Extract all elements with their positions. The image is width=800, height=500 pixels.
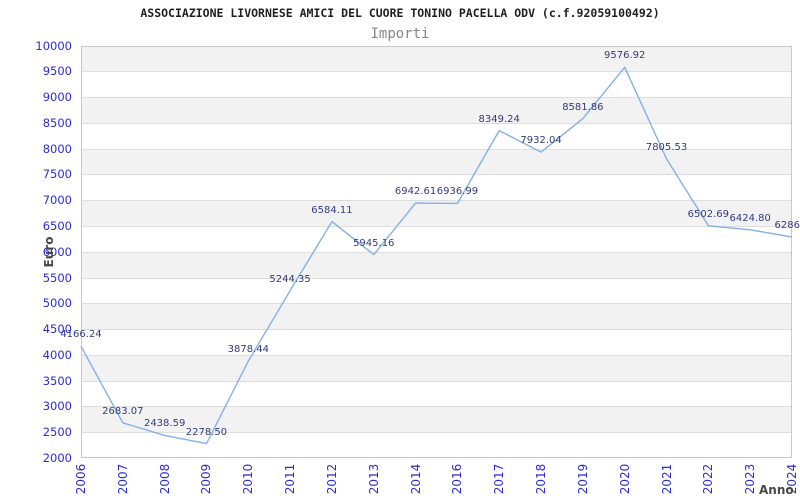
x-tick-label: 2021	[659, 463, 674, 495]
y-tick-label: 5000	[42, 296, 72, 311]
gridline	[81, 225, 792, 227]
gridline	[81, 122, 792, 124]
plot-background-band	[81, 277, 792, 304]
point-value-label: 8349.24	[478, 113, 520, 125]
plot-background-band	[81, 174, 792, 201]
point-value-label: 7932.04	[520, 135, 562, 147]
x-tick-label: 2017	[492, 463, 507, 495]
plot-background-band	[81, 225, 792, 252]
gridline	[81, 406, 792, 408]
y-tick-label: 3000	[42, 399, 72, 414]
y-tick-label: 9500	[42, 64, 72, 79]
point-value-label: 5945.16	[353, 237, 395, 249]
y-tick-label: 4500	[42, 322, 72, 337]
gridline	[81, 200, 792, 202]
point-value-label: 6936.99	[436, 186, 479, 198]
gridline	[81, 97, 792, 99]
x-tick-label: 2009	[199, 463, 214, 495]
x-tick-label: 2019	[575, 463, 590, 495]
point-value-label: 3878.44	[227, 344, 269, 356]
point-value-label: 6286.2	[774, 219, 800, 231]
y-tick-label: 3500	[42, 373, 72, 388]
point-value-label: 2683.07	[102, 405, 144, 417]
x-tick-label: 2022	[701, 463, 716, 495]
series-line	[80, 66, 793, 445]
point-value-label: 6424.80	[729, 212, 771, 224]
gridline	[81, 354, 792, 356]
point-value-label: 8581.86	[562, 101, 604, 113]
y-tick-label: 10000	[35, 38, 72, 53]
x-tick-label: 2023	[743, 463, 758, 495]
point-value-label: 6584.11	[311, 204, 353, 216]
x-tick-label: 2007	[115, 463, 130, 495]
x-tick-label: 2018	[534, 463, 549, 495]
y-tick-label: 8000	[42, 141, 72, 156]
chart-title: ASSOCIAZIONE LIVORNESE AMICI DEL CUORE T…	[140, 6, 660, 20]
point-value-label: 4166.24	[60, 329, 102, 341]
gridline	[81, 148, 792, 150]
gridline	[81, 277, 792, 279]
y-tick-label: 2500	[42, 425, 72, 440]
plot-background-band	[81, 406, 792, 433]
x-tick-label: 2012	[324, 463, 339, 495]
plot-background-band	[81, 122, 792, 149]
plot-background-band	[81, 45, 792, 72]
y-tick-label: 4000	[42, 347, 72, 362]
gridline	[81, 432, 792, 434]
y-tick-label: 5500	[42, 270, 72, 285]
y-tick-label: 7500	[42, 167, 72, 182]
point-value-label: 5244.35	[269, 273, 311, 285]
point-value-label: 2278.50	[185, 426, 228, 438]
y-tick-label: 2000	[42, 451, 72, 465]
plot-background-band	[81, 380, 792, 407]
point-value-label: 6502.69	[687, 208, 730, 220]
plot-background-band	[81, 354, 792, 381]
plot-background-band	[81, 200, 792, 226]
y-tick-label: 6500	[42, 218, 72, 233]
plot-background-band	[81, 303, 792, 330]
chart-subtitle: Importi	[370, 26, 430, 42]
point-value-label: 9576.92	[604, 50, 646, 62]
y-tick-label: 9000	[42, 90, 72, 105]
x-tick-label: 2014	[408, 463, 423, 495]
point-value-label: 6942.61	[394, 186, 437, 198]
y-tick-label: 6000	[42, 244, 72, 259]
plot-background-band	[81, 432, 792, 458]
plot-background-band	[81, 329, 792, 355]
plot-background-band	[81, 97, 792, 123]
point-value-label: 7805.53	[645, 141, 688, 153]
x-tick-label: 2016	[450, 463, 465, 495]
y-tick-label: 8500	[42, 115, 72, 130]
x-tick-label: 2013	[366, 463, 381, 495]
gridline	[81, 329, 792, 331]
x-tick-label: 2010	[241, 463, 256, 495]
y-axis-title: Euro	[42, 236, 56, 268]
x-tick-label: 2008	[157, 463, 172, 495]
gridline	[81, 71, 792, 73]
gridline	[81, 251, 792, 253]
plot-border	[81, 45, 792, 458]
x-tick-label: 2006	[74, 463, 88, 495]
gridline	[81, 380, 792, 382]
point-value-label: 2438.59	[143, 418, 186, 430]
plot-background-band	[81, 71, 792, 98]
plot-background-band	[81, 251, 792, 278]
gridline	[81, 174, 792, 176]
gridline	[81, 303, 792, 305]
x-tick-label: 2011	[283, 463, 298, 495]
x-axis-title: Anno	[759, 483, 794, 497]
x-tick-label: 2020	[617, 463, 632, 495]
y-tick-label: 7000	[42, 193, 72, 208]
